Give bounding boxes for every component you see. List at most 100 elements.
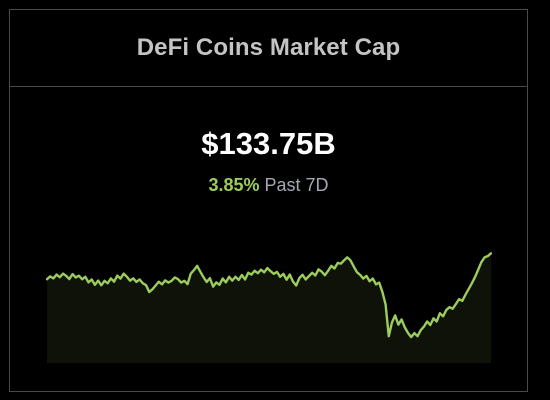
chart-point xyxy=(423,325,425,328)
chart-point xyxy=(100,284,103,287)
chart-point xyxy=(435,320,438,323)
chart-point xyxy=(483,256,486,259)
chart-point xyxy=(486,255,489,257)
chart-point xyxy=(272,272,275,275)
chart-point xyxy=(260,268,262,271)
chart-point xyxy=(180,281,183,284)
chart-point xyxy=(419,329,422,332)
chart-point xyxy=(279,275,282,278)
chart-point xyxy=(317,268,320,271)
chart-point xyxy=(298,277,301,280)
chart-point xyxy=(109,277,112,280)
chart-point xyxy=(327,269,329,272)
chart-point xyxy=(320,270,323,273)
chart-point xyxy=(288,273,291,276)
chart-point xyxy=(71,273,74,276)
chart-point xyxy=(397,323,400,326)
card-title: DeFi Coins Market Cap xyxy=(136,33,401,61)
chart-point xyxy=(308,275,310,278)
chart-point xyxy=(339,262,342,265)
chart-point xyxy=(477,268,480,271)
chart-point xyxy=(244,278,246,281)
chart-point xyxy=(231,279,234,282)
chart-point xyxy=(384,303,387,306)
chart-point xyxy=(119,277,122,280)
chart-point xyxy=(193,269,195,271)
chart-point xyxy=(381,291,384,293)
chart-point xyxy=(266,267,269,269)
chart-point xyxy=(336,262,339,264)
chart-point xyxy=(343,259,345,262)
chart-point xyxy=(285,278,288,281)
chart-point xyxy=(151,288,154,291)
chart-point xyxy=(445,309,448,311)
chart-point xyxy=(186,283,189,286)
chart-point xyxy=(474,276,476,278)
chart-point xyxy=(90,278,93,281)
market-cap-card: DeFi Coins Market Cap $133.75B 3.85% Pas… xyxy=(9,9,528,392)
chart-point xyxy=(301,273,304,276)
chart-point xyxy=(46,278,48,281)
chart-point xyxy=(218,283,221,286)
chart-point xyxy=(438,312,441,315)
chart-point xyxy=(349,259,352,262)
chart-point xyxy=(429,324,432,326)
chart-point xyxy=(224,281,227,284)
chart-point xyxy=(282,272,285,275)
chart-point xyxy=(247,271,250,274)
chart-point xyxy=(442,315,444,318)
chart-point xyxy=(292,280,294,283)
chart-point xyxy=(173,276,176,279)
chart-point xyxy=(240,274,243,276)
chart-point xyxy=(394,314,397,317)
chart-point xyxy=(362,277,365,280)
chart-point xyxy=(391,321,393,324)
chart-point xyxy=(167,281,170,284)
chart-point xyxy=(52,277,55,280)
chart-point xyxy=(103,279,106,282)
chart-point xyxy=(378,281,381,284)
chart-point xyxy=(58,276,61,279)
chart-point xyxy=(122,272,125,275)
chart-point xyxy=(62,272,64,275)
chart-point xyxy=(426,320,429,323)
chart-point xyxy=(400,318,403,321)
chart-point xyxy=(55,273,58,276)
chart-point xyxy=(365,275,368,277)
chart-point xyxy=(221,277,224,280)
chart-point xyxy=(333,267,336,270)
chart-point xyxy=(170,279,173,282)
chart-point xyxy=(215,281,218,284)
chart-point xyxy=(138,278,141,281)
chart-point xyxy=(304,278,307,281)
chart-point xyxy=(295,284,298,287)
chart-point xyxy=(454,303,457,305)
chart-point xyxy=(84,275,87,278)
chart-point xyxy=(65,275,68,277)
chart-point xyxy=(106,282,109,285)
chart-point xyxy=(407,331,409,334)
chart-points xyxy=(46,252,492,338)
chart-point xyxy=(196,264,199,267)
chart-point xyxy=(458,298,460,301)
chart-point xyxy=(145,284,147,286)
chart-point xyxy=(205,281,208,283)
card-header: DeFi Coins Market Cap xyxy=(10,10,527,87)
chart-point xyxy=(314,274,317,277)
chart-point xyxy=(68,278,71,280)
chart-point xyxy=(269,270,272,273)
chart-point xyxy=(234,275,237,278)
change-row: 3.85% Past 7D xyxy=(10,175,527,196)
chart-point xyxy=(202,276,205,279)
chart-point xyxy=(403,326,406,329)
chart-point xyxy=(113,280,115,283)
market-cap-chart xyxy=(46,252,492,363)
chart-point xyxy=(228,275,230,278)
chart-point xyxy=(129,279,131,282)
chart-point xyxy=(209,277,211,280)
chart-point xyxy=(470,282,473,285)
chart-point xyxy=(135,281,138,283)
chart-point xyxy=(141,282,144,285)
chart-point xyxy=(461,300,464,302)
market-cap-value: $133.75B xyxy=(201,126,336,161)
